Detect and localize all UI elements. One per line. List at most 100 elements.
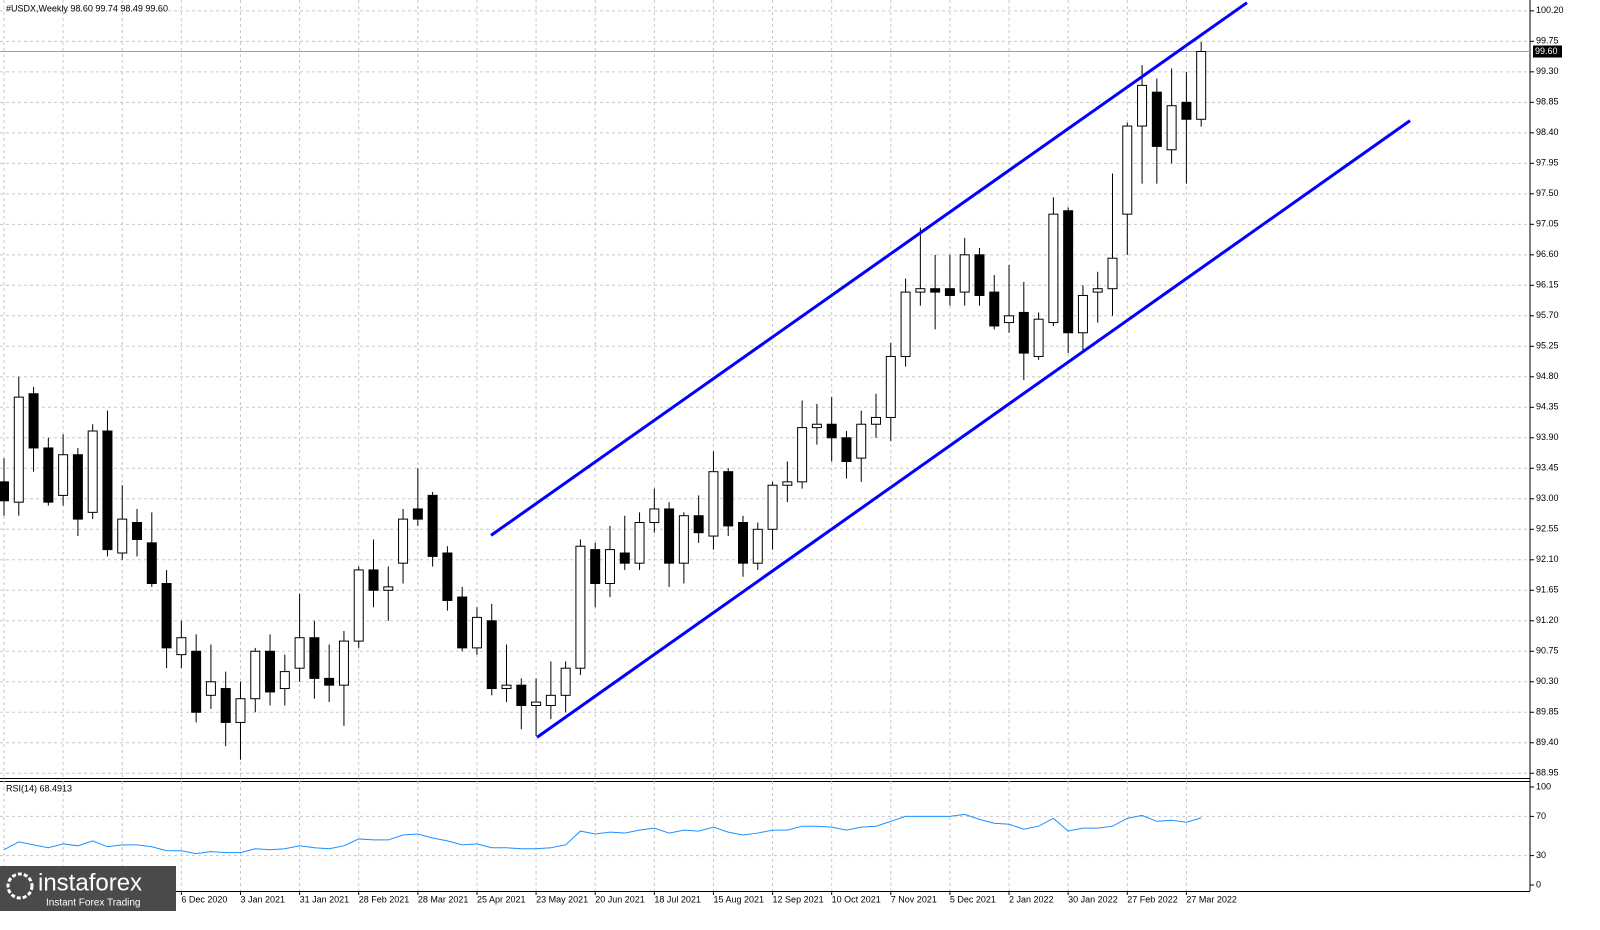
candle-body: [1033, 318, 1044, 357]
candle-body: [871, 416, 882, 425]
logo-tagline: Instant Forex Trading: [46, 898, 141, 909]
y-tick-label: 93.45: [1536, 463, 1559, 473]
candle-body: [900, 291, 911, 357]
rsi-title: RSI(14) 68.4913: [6, 783, 72, 793]
y-tick-label: 98.40: [1536, 127, 1559, 137]
x-tick-label: 27 Mar 2022: [1186, 894, 1237, 904]
candle-body: [161, 583, 172, 649]
candle-body: [516, 684, 527, 706]
candle-body: [590, 549, 601, 585]
x-tick-label: 28 Feb 2021: [359, 894, 410, 904]
candle-body: [250, 650, 261, 700]
candle-body: [1077, 294, 1088, 334]
candle-body: [235, 698, 246, 723]
channel-line: [536, 119, 1411, 739]
y-tick-label: 88.95: [1536, 768, 1559, 778]
y-tick-label: 90.30: [1536, 676, 1559, 686]
y-tick-label: 30: [1536, 850, 1546, 860]
y-tick-label: 92.10: [1536, 554, 1559, 564]
rsi-line: [3, 813, 1202, 855]
y-tick-label: 97.95: [1536, 158, 1559, 168]
logo: instaforex Instant Forex Trading: [0, 866, 176, 911]
candle-body: [294, 637, 305, 669]
candle-body: [279, 671, 290, 690]
candle-body: [146, 542, 157, 584]
x-tick-label: 12 Sep 2021: [773, 894, 824, 904]
candle-body: [265, 650, 276, 693]
candle-body: [368, 569, 379, 591]
x-tick-label: 27 Feb 2022: [1127, 894, 1178, 904]
candle-body: [664, 508, 675, 564]
x-tick-label: 28 Mar 2021: [418, 894, 469, 904]
candle-body: [353, 569, 364, 642]
candle-body: [944, 288, 955, 296]
candle-body: [102, 430, 113, 551]
candle-body: [87, 430, 98, 513]
candle-body: [43, 447, 54, 503]
x-tick-label: 7 Nov 2021: [891, 894, 937, 904]
y-tick-label: 99.75: [1536, 36, 1559, 46]
candle-body: [575, 545, 586, 669]
x-tick-label: 10 Oct 2021: [832, 894, 881, 904]
x-tick-label: 5 Dec 2021: [950, 894, 996, 904]
y-tick-label: 92.55: [1536, 524, 1559, 534]
plot-layer: 13 Sep 202011 Oct 20208 Nov 20206 Dec 20…: [0, 0, 1564, 904]
candle-body: [309, 637, 320, 679]
x-tick-label: 3 Jan 2021: [240, 894, 285, 904]
y-tick-label: 0: [1536, 879, 1541, 889]
candle-body: [1048, 213, 1059, 324]
candle-body: [767, 484, 778, 530]
candle-body: [693, 515, 704, 534]
candle-body: [649, 508, 660, 524]
candle-body: [338, 640, 349, 686]
x-tick-label: 6 Dec 2020: [181, 894, 227, 904]
candle-body: [708, 471, 719, 537]
y-tick-label: 89.85: [1536, 707, 1559, 717]
x-tick-label: 15 Aug 2021: [713, 894, 764, 904]
logo-box: [0, 866, 176, 911]
candle-body: [176, 637, 187, 656]
y-tick-label: 99.30: [1536, 66, 1559, 76]
candle-body: [797, 427, 808, 483]
candle-body: [974, 254, 985, 296]
logo-icon: [6, 872, 34, 900]
x-tick-label: 30 Jan 2022: [1068, 894, 1118, 904]
candle-body: [117, 518, 128, 554]
y-tick-label: 94.35: [1536, 402, 1559, 412]
candle-body: [205, 681, 216, 696]
y-tick-label: 70: [1536, 811, 1546, 821]
candle-body: [1181, 101, 1192, 120]
y-tick-label: 100: [1536, 781, 1551, 791]
candle-body: [132, 522, 143, 540]
y-tick-label: 90.75: [1536, 646, 1559, 656]
candle-body: [826, 423, 837, 439]
candle-body: [885, 355, 896, 418]
candle-body: [13, 396, 24, 503]
candle-body: [58, 454, 69, 496]
x-tick-label: 20 Jun 2021: [595, 894, 645, 904]
y-tick-label: 94.80: [1536, 371, 1559, 381]
y-tick-label: 97.50: [1536, 188, 1559, 198]
x-tick-label: 18 Jul 2021: [654, 894, 701, 904]
candle-body: [1107, 257, 1118, 290]
candle-body: [427, 494, 438, 557]
candle-body: [72, 454, 83, 520]
candle-body: [841, 437, 852, 463]
candle-body: [220, 688, 231, 723]
channel-line: [490, 1, 1248, 537]
candle-body: [531, 701, 542, 706]
candle-body: [1063, 210, 1074, 334]
candle-body: [989, 291, 1000, 327]
y-tick-label: 93.00: [1536, 493, 1559, 503]
candle-body: [398, 518, 409, 564]
candle-body: [457, 596, 468, 649]
candle-body: [678, 515, 689, 564]
candle-body: [28, 393, 39, 449]
candle-body: [1137, 84, 1148, 127]
candle-body: [604, 549, 615, 585]
y-tick-label: 89.40: [1536, 737, 1559, 747]
candle-body: [1122, 125, 1133, 215]
candle-body: [1166, 105, 1177, 151]
candle-body: [1151, 91, 1162, 147]
